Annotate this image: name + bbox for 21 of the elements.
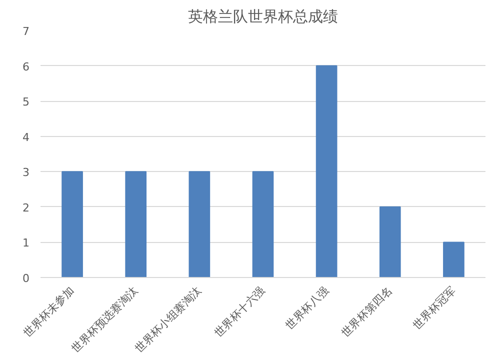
- bar: [379, 206, 401, 278]
- bar: [316, 65, 338, 278]
- bar: [62, 171, 83, 278]
- x-tick-label: 世界杯第四名: [338, 284, 395, 340]
- bar: [252, 171, 274, 278]
- y-tick-label: 3: [22, 166, 30, 180]
- y-tick-label: 6: [22, 60, 30, 74]
- bar: [188, 171, 210, 278]
- y-tick-label: 4: [22, 130, 30, 144]
- y-tick-label: 0: [22, 272, 30, 285]
- x-tick-label: 世界杯冠军: [410, 284, 458, 332]
- y-tick-label: 7: [22, 25, 30, 38]
- y-tick-label: 1: [22, 236, 30, 250]
- x-tick-label: 世界杯未参加: [21, 284, 77, 340]
- chart-title: 英格兰队世界杯总成绩: [188, 8, 338, 26]
- x-tick-label: 世界杯十六强: [212, 284, 268, 340]
- bar: [443, 242, 464, 278]
- y-tick-label: 2: [22, 201, 30, 214]
- x-tick-label: 世界杯八强: [283, 284, 332, 332]
- bar: [125, 171, 147, 278]
- y-tick-label: 5: [22, 96, 30, 109]
